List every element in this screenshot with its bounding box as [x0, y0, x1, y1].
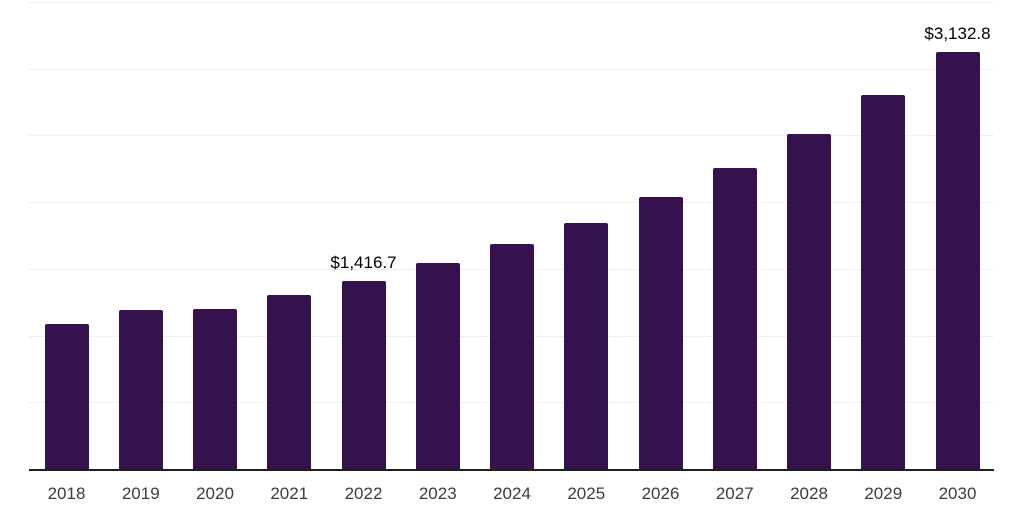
x-axis-line — [29, 469, 994, 471]
x-tick-label-2022: 2022 — [344, 484, 383, 503]
bar-value-label-2030: $3,132.8 — [924, 24, 991, 43]
bar-2024[interactable] — [490, 243, 534, 470]
x-tick-label-2024: 2024 — [493, 484, 531, 503]
x-tick-label-2027: 2027 — [715, 484, 754, 503]
plot-area: $1,416.7 $3,132.8 — [29, 2, 994, 471]
bar-2029[interactable] — [861, 94, 906, 470]
bar-value-label-2022: $1,416.7 — [330, 252, 397, 272]
bar-2027[interactable] — [712, 167, 757, 470]
x-tick-label-2028: 2028 — [790, 484, 828, 503]
x-tick-label-2026: 2026 — [641, 484, 680, 503]
bar-2028[interactable] — [787, 133, 831, 470]
gridline — [29, 68, 994, 70]
gridline — [29, 2, 994, 3]
x-tick-label-2023: 2023 — [418, 484, 457, 503]
x-tick-label-2018: 2018 — [47, 484, 86, 503]
bar-2026[interactable] — [638, 197, 683, 470]
x-axis-labels: 2018 2019 2020 2021 2022 2023 2024 2025 2026 2027… — [29, 484, 994, 508]
bar-2030[interactable] — [935, 52, 980, 470]
x-tick-label-2020: 2020 — [196, 484, 234, 503]
x-tick-label-2029: 2029 — [864, 484, 903, 503]
bar-2018[interactable] — [44, 324, 89, 470]
bar-2020[interactable] — [193, 309, 237, 470]
x-tick-label-2019: 2019 — [121, 484, 160, 503]
bar-2025[interactable] — [564, 223, 609, 470]
x-tick-label-2021: 2021 — [270, 484, 309, 503]
x-tick-label-2030: 2030 — [938, 484, 977, 503]
gridline — [29, 202, 994, 204]
bar-2023[interactable] — [415, 263, 460, 470]
bar-2019[interactable] — [118, 310, 163, 470]
bar-2021[interactable] — [267, 294, 312, 470]
x-tick-label-2025: 2025 — [567, 484, 606, 503]
gridline — [29, 135, 994, 137]
bar-2022[interactable] — [341, 280, 386, 470]
